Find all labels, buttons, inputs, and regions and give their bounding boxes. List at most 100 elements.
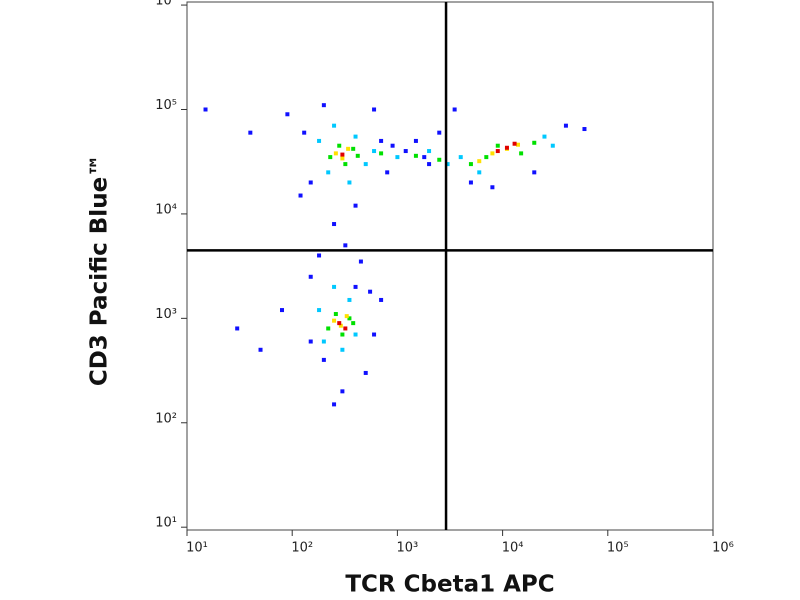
point [302,130,307,135]
point [338,323,343,328]
point [519,151,524,156]
point [340,389,345,394]
point [332,402,337,407]
point [328,155,333,160]
point [477,159,482,164]
point [340,332,345,337]
point [504,145,509,150]
point [308,180,313,185]
point [343,162,348,167]
point [542,134,547,139]
point [532,170,537,175]
x-tick-label: 10² [291,541,313,556]
point [332,284,337,289]
point [333,312,338,317]
point [343,326,348,331]
point [346,146,351,151]
point [372,149,377,154]
y-tick-label: 10¹ [155,516,177,531]
point [353,134,358,139]
point [317,253,322,258]
point [452,107,457,112]
point [355,153,360,158]
point [340,347,345,352]
point [495,149,500,154]
point [333,151,338,156]
point [413,138,418,143]
point [490,185,495,190]
point [495,143,500,148]
point [317,308,322,313]
point [347,180,352,185]
point [321,339,326,344]
plot-frame [186,1,714,531]
point [343,243,348,248]
point [326,170,331,175]
point [422,155,427,160]
point [363,162,368,167]
point [484,155,489,160]
point [317,138,322,143]
point [395,155,400,160]
x-tick-label: 10⁵ [607,541,629,556]
point [512,141,517,146]
point [379,151,384,156]
point [351,321,356,326]
y-axis-title: CD3 Pacific Blue™ [87,154,113,386]
point [235,326,240,331]
point [363,370,368,375]
point [308,339,313,344]
point [379,297,384,302]
point [353,203,358,208]
point [437,157,442,162]
x-tick-label: 10¹ [186,541,208,556]
point [550,143,555,148]
point [490,151,495,156]
point [258,347,263,352]
point [337,143,342,148]
x-tick-label: 10⁶ [712,541,734,556]
point [347,297,352,302]
point [379,138,384,143]
point [413,153,418,158]
point [515,142,520,147]
point [385,170,390,175]
point [308,274,313,279]
point [358,259,363,264]
point [203,107,208,112]
point [280,308,285,313]
point [337,321,342,326]
point [403,149,408,154]
point [321,103,326,108]
point [368,289,373,294]
point [347,316,352,321]
x-tick-label: 10⁴ [502,541,524,556]
point [353,332,358,337]
point [353,284,358,289]
y-tick-label: 10⁶ [155,0,177,9]
point [340,152,345,157]
point [332,123,337,128]
point [372,332,377,337]
point [458,155,463,160]
point [298,193,303,198]
y-tick-label: 10⁴ [155,202,177,217]
y-tick-label: 10² [155,411,177,426]
x-tick-label: 10³ [397,541,419,556]
point [285,112,290,117]
point [563,123,568,128]
point [468,180,473,185]
point [332,318,337,323]
point [477,170,482,175]
point [248,130,253,135]
point [332,222,337,227]
point [344,314,349,319]
point [468,162,473,167]
point [340,156,345,161]
point [437,130,442,135]
point [372,107,377,112]
y-tick-label: 10³ [155,307,177,322]
point [582,127,587,132]
point [321,357,326,362]
